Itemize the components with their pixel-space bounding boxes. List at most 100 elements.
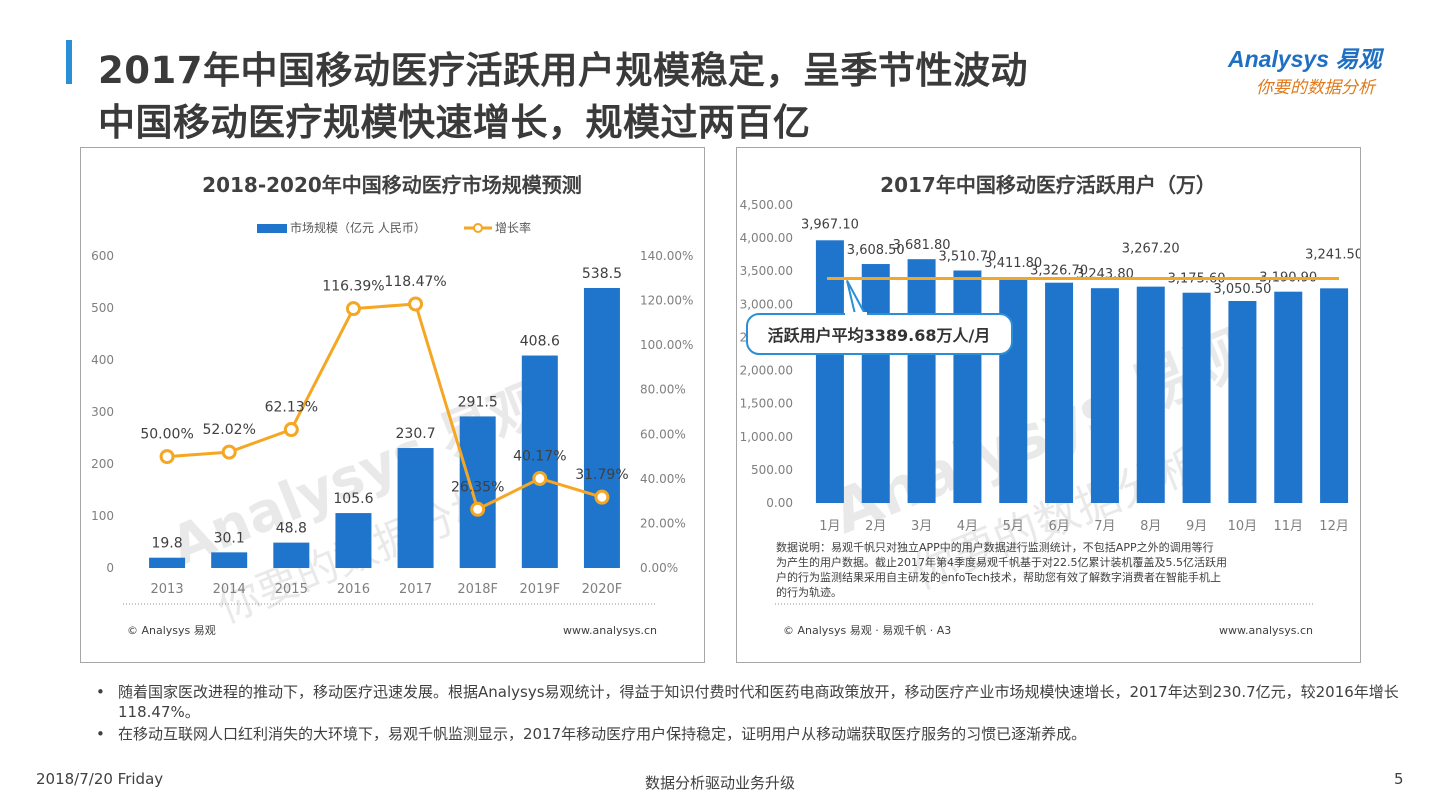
bar [815, 240, 844, 503]
y-tick-label: 600 [91, 249, 114, 263]
bullet-text: 在移动互联网人口红利消失的大环境下，易观千帆监测显示，2017年移动医疗用户保持… [118, 725, 1087, 743]
bar-value-label: 19.8 [151, 536, 182, 552]
growth-rate-label: 26.35% [451, 479, 504, 495]
growth-rate-label: 31.79% [575, 467, 628, 483]
growth-rate-point [283, 422, 299, 438]
x-tick-label: 2013 [151, 582, 184, 597]
bullet-item: • 在移动互联网人口红利消失的大环境下，易观千帆监测显示，2017年移动医疗用户… [96, 724, 1406, 744]
chart-title: 2017年中国移动医疗活跃用户（万） [880, 173, 1216, 197]
y-tick-label: 3,500.00 [740, 264, 793, 278]
market-size-chart: Analysys 易观 你要的数据分析 2018-2020年中国移动医疗市场规模… [91, 173, 693, 637]
data-note-line: 的行为轨迹。 [776, 585, 842, 599]
bar [861, 264, 890, 503]
x-tick-label: 2015 [275, 582, 308, 597]
y2-tick-label: 120.00% [640, 294, 693, 308]
y-tick-label: 4,000.00 [740, 231, 793, 245]
bar [1136, 286, 1165, 503]
x-tick-label: 1月 [819, 519, 840, 534]
legend-bar-swatch [257, 224, 287, 233]
bar-value-label: 3,608.50 [847, 243, 905, 258]
active-users-chart: Analysys 易观 你要的数据分析 2017年中国移动医疗活跃用户（万） 0… [740, 173, 1363, 637]
bar [1320, 288, 1349, 503]
title-accent-bar [66, 40, 72, 84]
y-tick-label: 4,500.00 [740, 198, 793, 212]
bar-value-label: 408.6 [520, 334, 560, 350]
legend-line-label: 增长率 [495, 220, 531, 235]
y2-tick-label: 140.00% [640, 249, 693, 263]
x-tick-label: 4月 [957, 519, 978, 534]
page-title-line-2: 中国移动医疗规模快速增长，规模过两百亿 [98, 101, 811, 144]
chart-title: 2018-2020年中国移动医疗市场规模预测 [202, 173, 582, 197]
growth-rate-point [594, 489, 610, 505]
y2-tick-label: 0.00% [640, 561, 678, 575]
growth-rate-line [166, 302, 603, 511]
bar [583, 287, 620, 568]
summary-bullets: • 随着国家医改进程的推动下，移动医疗迅速发展。根据Analysys易观统计，得… [96, 682, 1406, 746]
chart-footer-right: www.analysys.cn [563, 624, 657, 637]
y-tick-label: 2,000.00 [740, 364, 793, 378]
y-tick-label: 0.00 [766, 496, 793, 510]
bar-value-label: 291.5 [458, 394, 498, 410]
page-number: 5 [1394, 770, 1404, 788]
y-tick-label: 500.00 [751, 463, 793, 477]
growth-rate-point [532, 470, 548, 486]
x-tick-label: 2017 [399, 582, 432, 597]
bar [273, 542, 310, 568]
x-tick-label: 2020F [582, 582, 623, 597]
x-tick-label: 2月 [865, 519, 886, 534]
y-tick-label: 3,000.00 [740, 297, 793, 311]
chart-legend: 市场规模（亿元 人民币） 增长率 [257, 220, 531, 235]
bar-value-label: 3,241.50 [1305, 247, 1360, 262]
x-tick-label: 2019F [520, 582, 561, 597]
x-tick-label: 9月 [1186, 519, 1207, 534]
growth-rate-point [470, 501, 486, 517]
bar [521, 355, 558, 568]
page-title-line-1: 2017年中国移动医疗活跃用户规模稳定，呈季节性波动 [98, 49, 1028, 92]
bullet-text: 随着国家医改进程的推动下，移动医疗迅速发展。根据Analysys易观统计，得益于… [118, 683, 1399, 721]
bar [1228, 300, 1257, 503]
bar-value-label: 105.6 [333, 491, 373, 507]
bar [1045, 282, 1074, 503]
bar [907, 259, 936, 503]
logo-text-cn: 你要的数据分析 [1256, 78, 1375, 98]
growth-rate-label: 116.39% [322, 279, 384, 295]
logo-text-en: Analysys 易观 [1228, 46, 1382, 72]
x-tick-label: 2016 [337, 582, 370, 597]
chart-footer-right: www.analysys.cn [1219, 624, 1313, 637]
growth-rate-point [345, 301, 361, 317]
growth-rate-label: 52.02% [202, 422, 255, 438]
x-tick-label: 8月 [1140, 519, 1161, 534]
bar-value-label: 3,967.10 [801, 217, 859, 232]
y-tick-label: 1,000.00 [740, 430, 793, 444]
bar-value-label: 3,326.70 [1030, 264, 1088, 279]
y2-tick-label: 100.00% [640, 338, 693, 352]
y-tick-label: 300 [91, 405, 114, 419]
bar [1090, 288, 1119, 503]
x-tick-label: 11月 [1273, 519, 1303, 534]
y-tick-label: 500 [91, 301, 114, 315]
bar-value-label: 3,050.50 [1213, 282, 1271, 297]
y-tick-label: 0 [106, 561, 114, 575]
bar-value-label: 48.8 [276, 521, 307, 537]
growth-rate-label: 62.13% [265, 400, 318, 416]
bar [1274, 291, 1303, 503]
average-callout-label: 活跃用户平均3389.68万人/月 [768, 326, 991, 345]
data-note-line: 数据说明：易观千帆只对独立APP中的用户数据进行监测统计，不包括APP之外的调用… [776, 540, 1214, 554]
x-tick-label: 3月 [911, 519, 932, 534]
bar-value-label: 3,510.70 [938, 250, 996, 265]
bar-value-label: 230.7 [396, 426, 436, 442]
bar [397, 448, 434, 568]
x-tick-label: 10月 [1228, 519, 1258, 534]
chart-footer-left: © Analysys 易观 [127, 624, 216, 637]
x-tick-label: 6月 [1048, 519, 1069, 534]
growth-rate-label: 118.47% [384, 274, 446, 290]
x-tick-label: 2014 [213, 582, 246, 597]
bullet-item: • 随着国家医改进程的推动下，移动医疗迅速发展。根据Analysys易观统计，得… [96, 682, 1406, 722]
data-note-line: 为产生的用户数据。截止2017年第4季度易观千帆基于对22.5亿累计装机覆盖及5… [776, 555, 1227, 569]
bar-value-label: 30.1 [214, 530, 245, 546]
market-size-chart-panel: Analysys 易观 你要的数据分析 2018-2020年中国移动医疗市场规模… [80, 147, 705, 663]
y-tick-label: 100 [91, 509, 114, 523]
callout-pointer-join [845, 312, 867, 316]
bar [149, 557, 186, 568]
bullet-dot: • [96, 725, 105, 743]
